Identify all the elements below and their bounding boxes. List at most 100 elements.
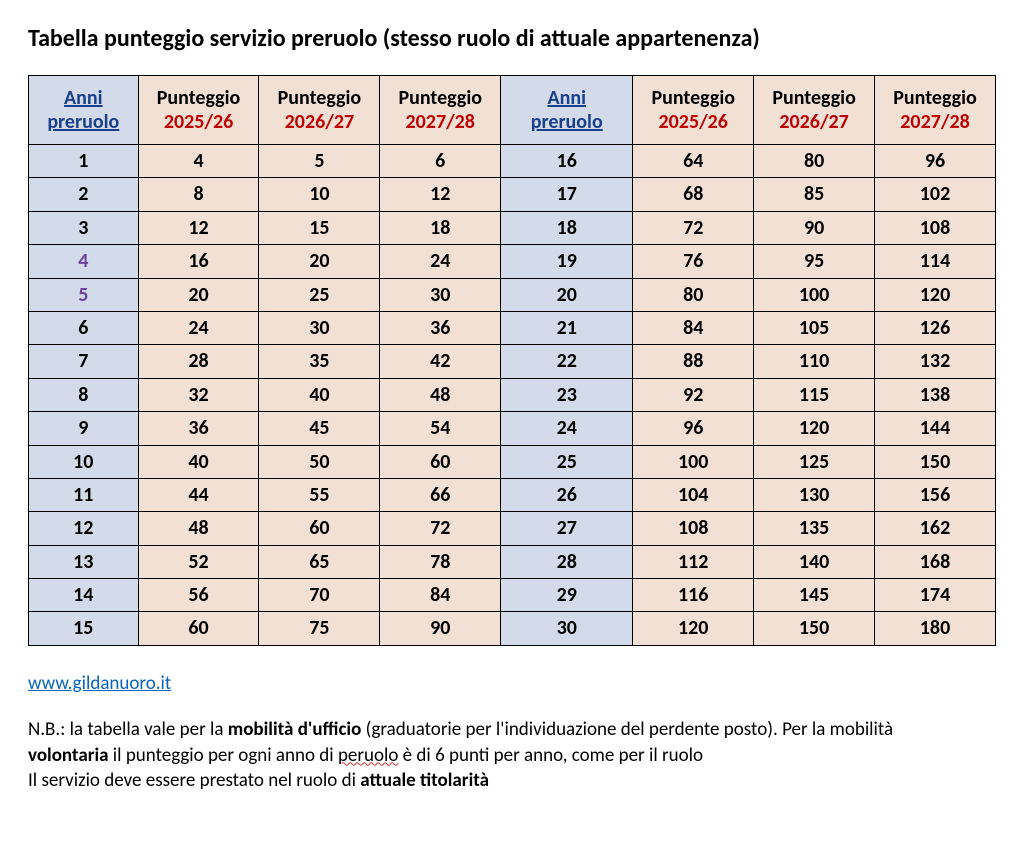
value-cell: 6 — [380, 145, 501, 178]
value-cell: 105 — [754, 311, 875, 344]
table-body: 1456166480962810121768851023121518187290… — [29, 145, 996, 646]
anni-cell: 29 — [501, 579, 633, 612]
value-cell: 96 — [633, 412, 754, 445]
value-cell: 90 — [754, 211, 875, 244]
col-header-anni-left: Anni preruolo — [29, 76, 139, 145]
value-cell: 120 — [754, 412, 875, 445]
value-cell: 42 — [380, 345, 501, 378]
value-cell: 130 — [754, 478, 875, 511]
value-cell: 108 — [875, 211, 996, 244]
page-title: Tabella punteggio servizio preruolo (ste… — [28, 24, 996, 53]
value-cell: 100 — [754, 278, 875, 311]
value-cell: 138 — [875, 378, 996, 411]
note-line-3: Il servizio deve essere prestato nel ruo… — [28, 768, 996, 794]
value-cell: 114 — [875, 245, 996, 278]
note-line-1: N.B.: la tabella vale per la mobilità d'… — [28, 717, 996, 743]
col-header-anni-right: Anni preruolo — [501, 76, 633, 145]
value-cell: 102 — [875, 178, 996, 211]
value-cell: 135 — [754, 512, 875, 545]
value-cell: 80 — [633, 278, 754, 311]
anni-cell: 1 — [29, 145, 139, 178]
anni-cell: 7 — [29, 345, 139, 378]
anni-cell: 13 — [29, 545, 139, 578]
anni-cell: 5 — [29, 278, 139, 311]
table-row: 1144556626104130156 — [29, 478, 996, 511]
value-cell: 162 — [875, 512, 996, 545]
anni-cell: 12 — [29, 512, 139, 545]
value-cell: 80 — [754, 145, 875, 178]
value-cell: 95 — [754, 245, 875, 278]
value-cell: 60 — [259, 512, 380, 545]
value-cell: 44 — [138, 478, 259, 511]
value-cell: 28 — [138, 345, 259, 378]
value-cell: 150 — [754, 612, 875, 645]
value-cell: 40 — [138, 445, 259, 478]
value-cell: 84 — [380, 579, 501, 612]
value-cell: 100 — [633, 445, 754, 478]
value-cell: 168 — [875, 545, 996, 578]
anni-cell: 22 — [501, 345, 633, 378]
value-cell: 112 — [633, 545, 754, 578]
anni-cell: 20 — [501, 278, 633, 311]
value-cell: 16 — [138, 245, 259, 278]
value-cell: 96 — [875, 145, 996, 178]
value-cell: 68 — [633, 178, 754, 211]
value-cell: 78 — [380, 545, 501, 578]
anni-cell: 26 — [501, 478, 633, 511]
anni-cell: 24 — [501, 412, 633, 445]
col-header-2026-left: Punteggio 2026/27 — [259, 76, 380, 145]
table-row: 62430362184105126 — [29, 311, 996, 344]
value-cell: 132 — [875, 345, 996, 378]
value-cell: 110 — [754, 345, 875, 378]
anni-cell: 11 — [29, 478, 139, 511]
anni-cell: 8 — [29, 378, 139, 411]
table-row: 72835422288110132 — [29, 345, 996, 378]
value-cell: 75 — [259, 612, 380, 645]
anni-cell: 4 — [29, 245, 139, 278]
value-cell: 50 — [259, 445, 380, 478]
value-cell: 126 — [875, 311, 996, 344]
anni-cell: 18 — [501, 211, 633, 244]
value-cell: 24 — [138, 311, 259, 344]
anni-cell: 25 — [501, 445, 633, 478]
anni-cell: 23 — [501, 378, 633, 411]
value-cell: 12 — [138, 211, 259, 244]
table-row: 1248607227108135162 — [29, 512, 996, 545]
anni-cell: 3 — [29, 211, 139, 244]
value-cell: 48 — [380, 378, 501, 411]
anni-cell: 14 — [29, 579, 139, 612]
value-cell: 140 — [754, 545, 875, 578]
anni-cell: 2 — [29, 178, 139, 211]
table-row: 93645542496120144 — [29, 412, 996, 445]
anni-cell: 15 — [29, 612, 139, 645]
value-cell: 125 — [754, 445, 875, 478]
value-cell: 36 — [380, 311, 501, 344]
table-row: 1560759030120150180 — [29, 612, 996, 645]
col-header-2026-right: Punteggio 2026/27 — [754, 76, 875, 145]
table-row: 1040506025100125150 — [29, 445, 996, 478]
value-cell: 145 — [754, 579, 875, 612]
value-cell: 180 — [875, 612, 996, 645]
value-cell: 10 — [259, 178, 380, 211]
col-header-2025-left: Punteggio 2025/26 — [138, 76, 259, 145]
table-row: 4162024197695114 — [29, 245, 996, 278]
value-cell: 65 — [259, 545, 380, 578]
anni-cell: 21 — [501, 311, 633, 344]
table-header-row: Anni preruolo Punteggio 2025/26 Punteggi… — [29, 76, 996, 145]
value-cell: 144 — [875, 412, 996, 445]
value-cell: 5 — [259, 145, 380, 178]
value-cell: 20 — [259, 245, 380, 278]
value-cell: 60 — [380, 445, 501, 478]
table-row: 1456708429116145174 — [29, 579, 996, 612]
source-link[interactable]: www.gildanuoro.it — [28, 672, 171, 695]
value-cell: 115 — [754, 378, 875, 411]
anni-cell: 28 — [501, 545, 633, 578]
value-cell: 174 — [875, 579, 996, 612]
value-cell: 35 — [259, 345, 380, 378]
table-row: 3121518187290108 — [29, 211, 996, 244]
value-cell: 104 — [633, 478, 754, 511]
value-cell: 45 — [259, 412, 380, 445]
value-cell: 88 — [633, 345, 754, 378]
value-cell: 55 — [259, 478, 380, 511]
anni-cell: 30 — [501, 612, 633, 645]
